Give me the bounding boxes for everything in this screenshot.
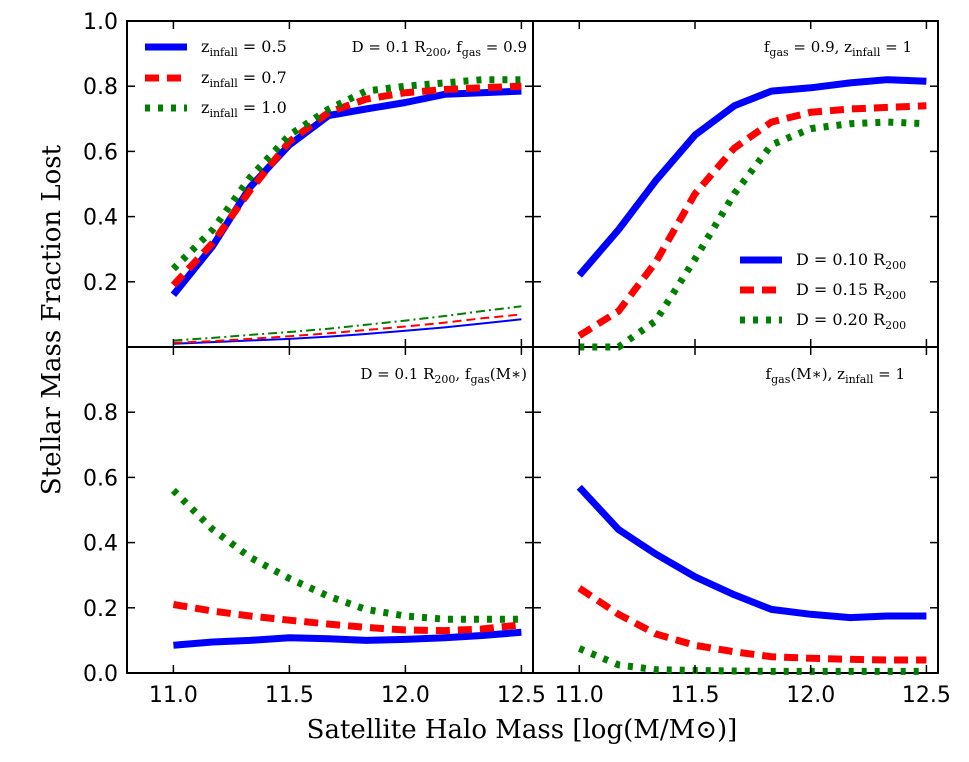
y-tick-label: 0.8 — [83, 75, 118, 100]
legend-label-top-left: zinfall = 0.7 — [201, 68, 287, 90]
series-top-left-z-infall-0-5-thin — [173, 318, 522, 345]
panel-bottom-right-frame — [532, 346, 939, 674]
y-tick-label: 0.6 — [83, 140, 118, 165]
legend-label-top-right: D = 0.20 R200 — [796, 310, 906, 332]
series-top-right-d-0-15-r200 — [577, 102, 927, 339]
y-tick-label: 0.2 — [83, 271, 118, 296]
y-tick-label: 0.4 — [83, 532, 118, 557]
y-tick-label: 0.6 — [83, 466, 118, 491]
panel-top-left-frame — [126, 20, 534, 348]
series-top-right-d-0-20-r200 — [579, 118, 927, 351]
y-axis-title: Stellar Mass Fraction Lost — [37, 144, 67, 495]
y-tick-label: 0.0 — [83, 662, 118, 687]
series-top-left-z-infall-1-0-thin — [173, 305, 522, 342]
series-bottom-right-d-0-15-r200 — [577, 585, 927, 664]
y-tick-label: 0.2 — [83, 597, 118, 622]
series-bottom-left-z-infall-1-0 — [170, 487, 522, 623]
y-tick-label: 1.0 — [83, 10, 118, 35]
x-axis-title: Satellite Halo Mass [log(M/M⊙)] — [307, 715, 738, 745]
series-bottom-right-d-0-10-r200 — [576, 484, 927, 622]
panel-annotation-top-left: D = 0.1 R200, fgas = 0.9 — [352, 38, 527, 59]
panel-annotation-bottom-right: fgas(M∗), zinfall = 1 — [766, 365, 905, 386]
x-tick-label: 12.0 — [381, 683, 430, 708]
panel-annotation-top-right: fgas = 0.9, zinfall = 1 — [764, 38, 912, 59]
legend-label-top-right: D = 0.10 R200 — [796, 250, 906, 272]
series-bottom-left-z-infall-0-5 — [173, 628, 522, 649]
x-tick-label: 12.5 — [902, 683, 951, 708]
y-tick-label: 0.8 — [83, 401, 118, 426]
series-top-left-z-infall-0-7-thin — [173, 313, 522, 344]
x-tick-label: 11.0 — [149, 683, 198, 708]
x-tick-label: 11.5 — [265, 683, 314, 708]
series-top-left-z-infall-0-7 — [170, 82, 522, 288]
series-top-right-d-0-10-r200 — [576, 76, 927, 278]
x-tick-label: 11.0 — [555, 683, 604, 708]
legend-label-top-right: D = 0.15 R200 — [796, 280, 906, 302]
y-tick-label: 0.4 — [83, 206, 118, 231]
panel-annotation-bottom-left: D = 0.1 R200, fgas(M∗) — [360, 365, 527, 386]
x-tick-label: 12.5 — [497, 683, 546, 708]
series-bottom-left-z-infall-0-7 — [172, 601, 522, 635]
legend-label-top-left: zinfall = 1.0 — [201, 98, 287, 120]
series-top-left-z-infall-0-5 — [170, 87, 522, 297]
x-tick-label: 11.5 — [671, 683, 720, 708]
legend-label-top-left: zinfall = 0.5 — [201, 37, 287, 59]
x-tick-label: 12.0 — [786, 683, 835, 708]
